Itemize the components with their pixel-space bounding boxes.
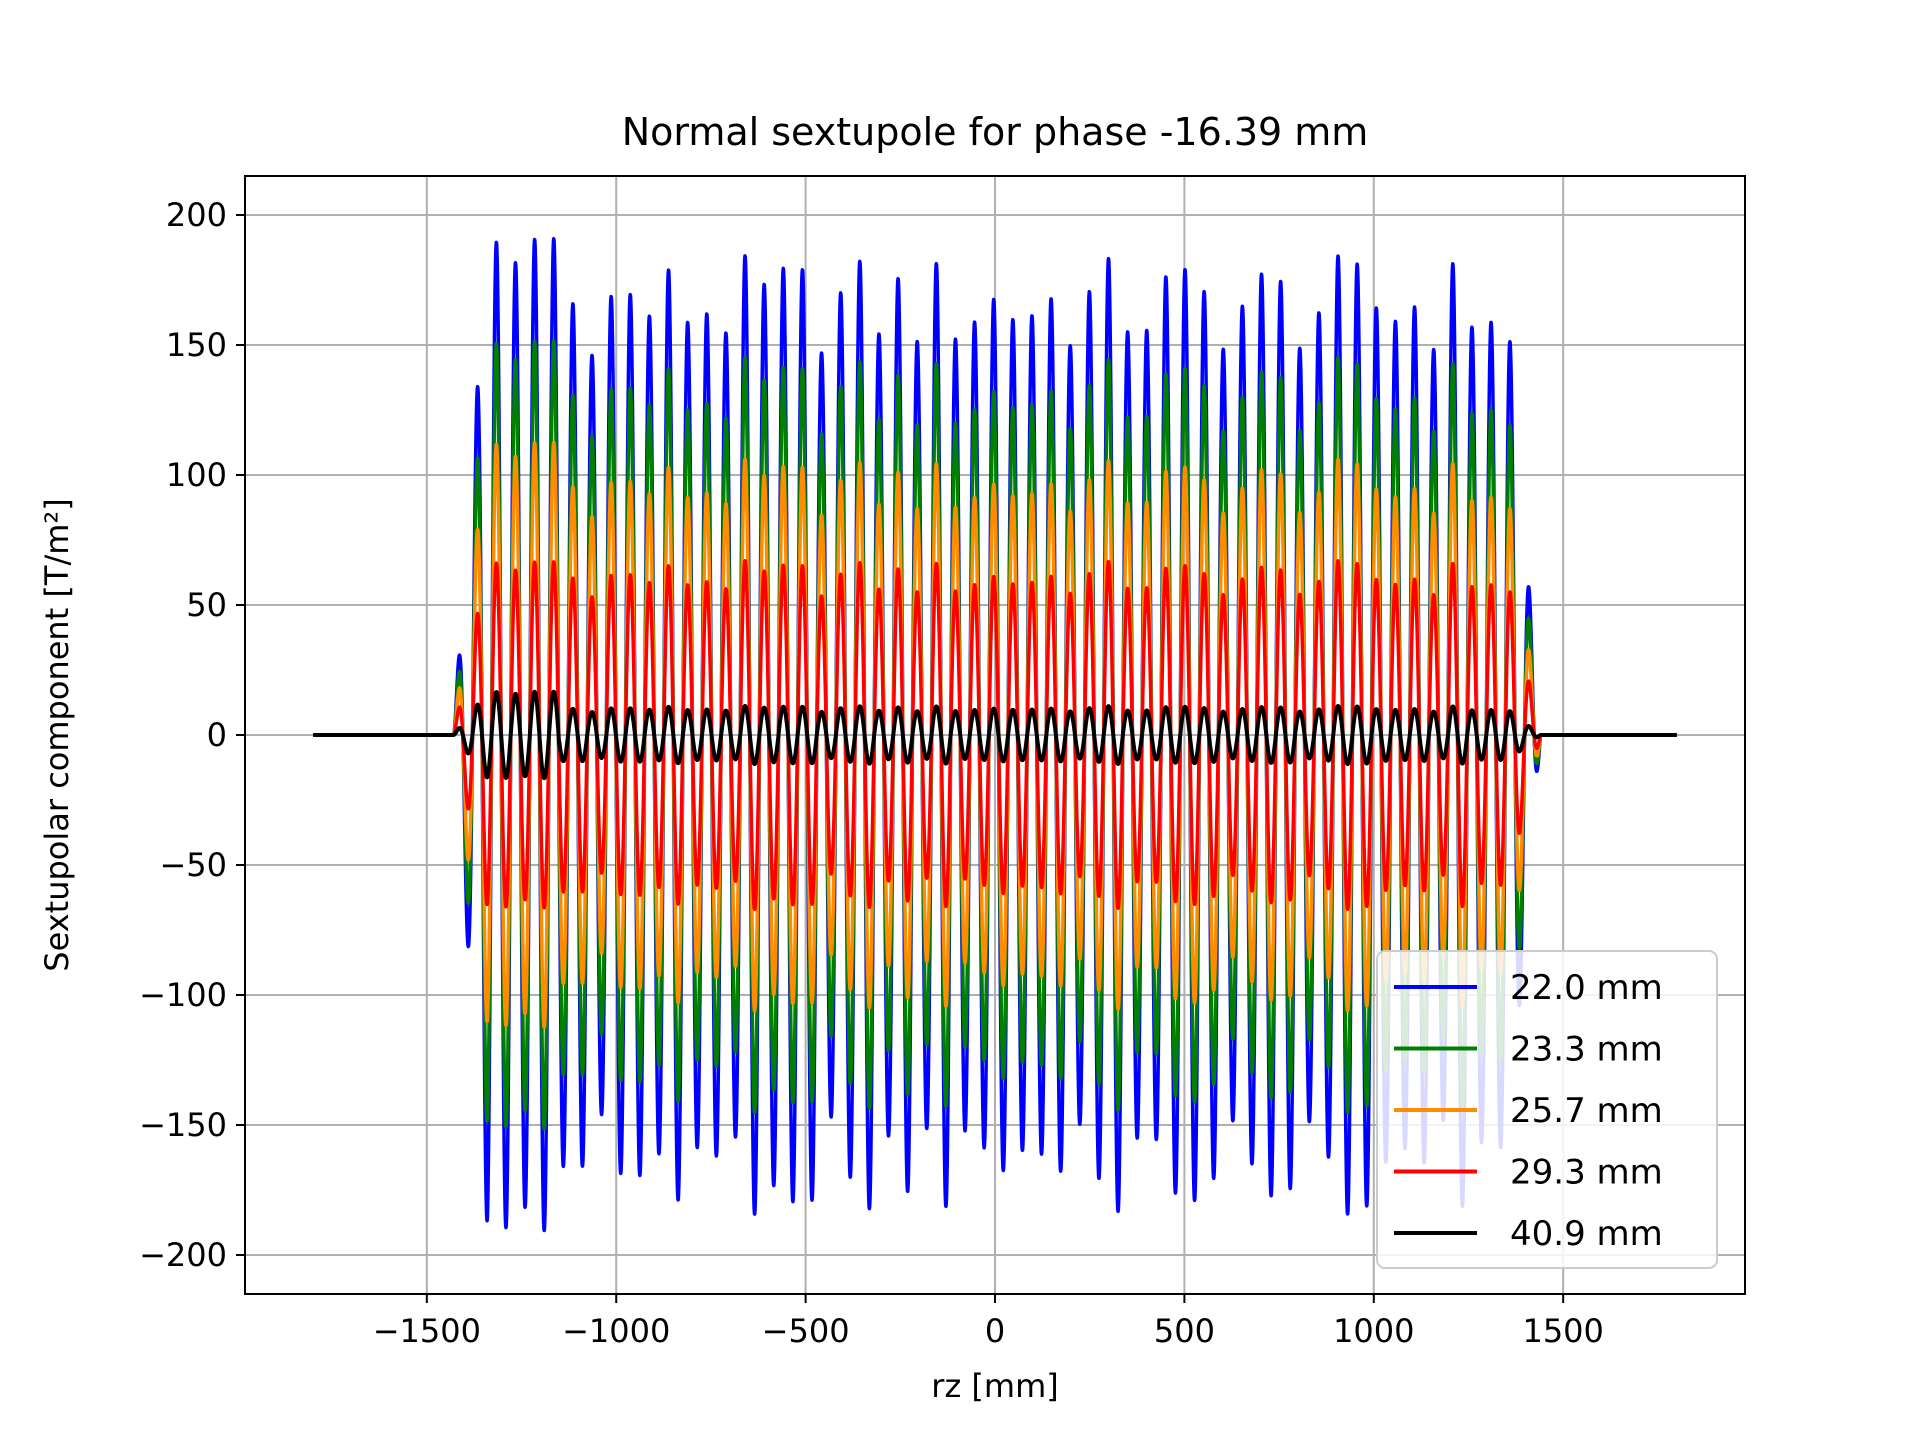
x-tick-label: −1000 xyxy=(562,1312,670,1350)
x-tick-label: 500 xyxy=(1154,1312,1215,1350)
plot-lines xyxy=(311,237,1679,1233)
y-tick-label: −100 xyxy=(139,976,227,1014)
legend-label: 22.0 mm xyxy=(1510,968,1663,1008)
x-axis-title: rz [mm] xyxy=(931,1367,1058,1405)
legend-box xyxy=(1376,950,1718,1269)
y-tick-label: 150 xyxy=(166,326,227,364)
x-tick-label: 1500 xyxy=(1522,1312,1603,1350)
y-tick-label: 200 xyxy=(166,196,227,234)
legend-label: 25.7 mm xyxy=(1510,1091,1663,1131)
x-tick-label: −1500 xyxy=(373,1312,481,1350)
y-tick-label: −150 xyxy=(139,1106,227,1144)
y-tick-label: 0 xyxy=(207,716,227,754)
y-tick-label: −50 xyxy=(159,846,227,884)
chart-title: Normal sextupole for phase -16.39 mm xyxy=(622,110,1369,154)
series-line-4 xyxy=(311,689,1679,781)
y-tick-label: −200 xyxy=(139,1236,227,1274)
ticks: −1500 −1000 −500 0 500 1000 1500200150100500−5… xyxy=(139,196,1604,1350)
y-axis-title: Sextupolar component [T/m²] xyxy=(38,498,76,971)
x-tick-label: 0 xyxy=(985,1312,1005,1350)
legend-label: 23.3 mm xyxy=(1510,1030,1663,1070)
legend-label: 40.9 mm xyxy=(1510,1214,1663,1254)
y-tick-label: 50 xyxy=(186,586,227,624)
legend-label: 29.3 mm xyxy=(1510,1153,1663,1193)
x-tick-label: 1000 xyxy=(1333,1312,1414,1350)
y-tick-label: 100 xyxy=(166,456,227,494)
series-line-3 xyxy=(311,559,1679,911)
legend: 22.0 mm 23.3 mm 25.7 mm 29.3 mm 40.9 mm xyxy=(1376,950,1718,1269)
x-tick-label: −500 xyxy=(762,1312,850,1350)
